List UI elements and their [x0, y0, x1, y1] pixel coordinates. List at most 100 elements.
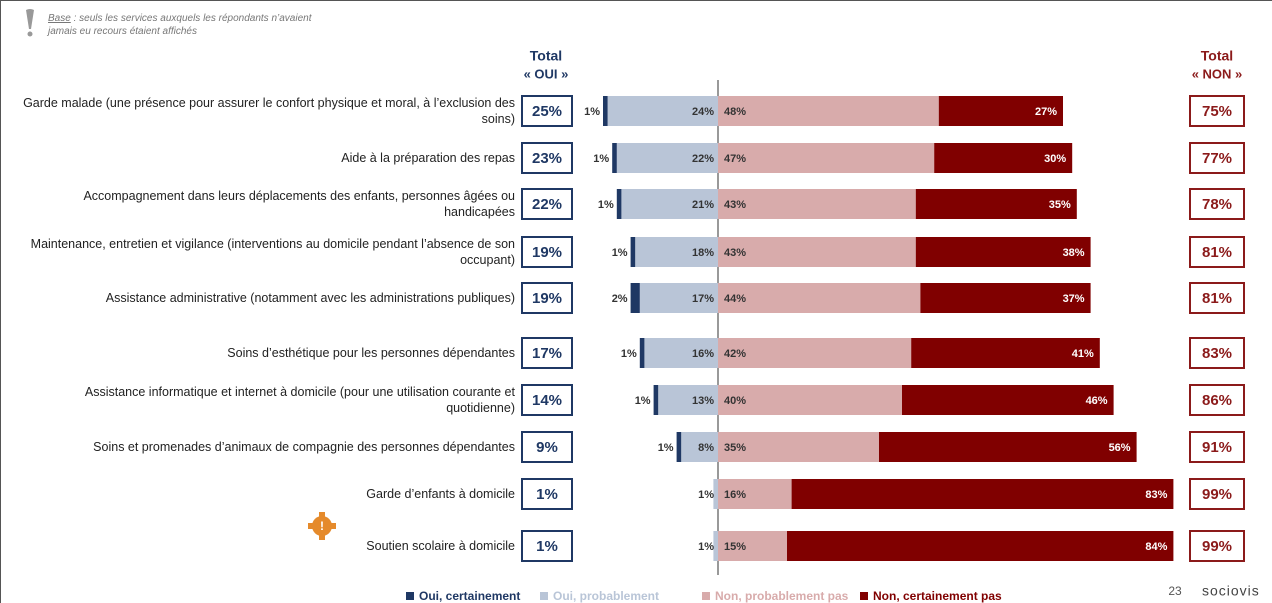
total-yes-header: Total [530, 48, 562, 64]
logo: sociovis [1202, 583, 1260, 599]
total-no-box [1189, 384, 1245, 416]
exclamation-icon [26, 9, 34, 37]
data-label: 83% [1145, 489, 1167, 501]
bar-segment [718, 283, 921, 313]
total-no-header: Total [1201, 48, 1233, 64]
total-yes-header: « OUI » [524, 66, 569, 81]
bar-segment [603, 96, 608, 126]
legend-label: Oui, probablement [553, 589, 659, 603]
total-yes-box [521, 337, 573, 369]
data-label: 1% [612, 247, 628, 259]
total-yes-box [521, 384, 573, 416]
bar-segment [676, 432, 682, 462]
total-yes-box [521, 478, 573, 510]
bar-segment [630, 237, 636, 267]
category-label: Accompagnement dans leurs déplacements d… [83, 189, 515, 219]
total-no-label: 86% [1202, 392, 1232, 409]
bar-segment [879, 432, 1137, 462]
bar-segment [616, 143, 718, 173]
data-label: 43% [724, 199, 746, 211]
total-no-label: 75% [1202, 103, 1232, 120]
bar-segment [718, 96, 939, 126]
data-label: 18% [692, 247, 714, 259]
bar-segment [607, 96, 718, 126]
data-label: 1% [698, 489, 714, 501]
category-label: Soutien scolaire à domicile [366, 539, 515, 553]
data-label: 84% [1145, 541, 1167, 553]
bar-segment [791, 479, 1174, 509]
total-yes-label: 9% [536, 439, 558, 456]
total-yes-box [521, 431, 573, 463]
bar-segment [658, 385, 718, 415]
category-label: Garde malade (une présence pour assurer … [23, 96, 515, 126]
total-yes-label: 1% [536, 538, 558, 555]
bar-segment [718, 531, 787, 561]
data-label: 1% [658, 442, 674, 454]
data-label: 1% [621, 348, 637, 360]
data-label: 22% [692, 153, 714, 165]
total-no-box [1189, 236, 1245, 268]
bar-segment [653, 385, 659, 415]
total-no-box [1189, 337, 1245, 369]
total-no-label: 77% [1202, 150, 1232, 167]
data-label: 8% [698, 442, 714, 454]
data-label: 37% [1063, 293, 1085, 305]
data-label: 1% [598, 199, 614, 211]
total-no-box [1189, 431, 1245, 463]
data-label: 56% [1109, 442, 1131, 454]
data-label: 40% [724, 395, 746, 407]
note-text: : seuls les services auxquels les répond… [48, 13, 312, 37]
svg-text:!: ! [320, 519, 324, 533]
total-yes-label: 22% [532, 196, 562, 213]
bar-segment [718, 189, 916, 219]
data-label: 24% [692, 106, 714, 118]
bar-segment [713, 479, 718, 509]
total-no-box [1189, 478, 1245, 510]
bar-segment [902, 385, 1114, 415]
total-yes-label: 1% [536, 486, 558, 503]
total-no-label: 83% [1202, 345, 1232, 362]
data-label: 16% [724, 489, 746, 501]
category-label: Soins et promenades d’animaux de compagn… [93, 440, 515, 454]
data-label: 1% [698, 541, 714, 553]
legend-swatch [406, 592, 414, 600]
category-label: Maintenance, entretien et vigilance (int… [30, 237, 515, 267]
data-label: 38% [1063, 247, 1085, 259]
total-no-label: 99% [1202, 538, 1232, 555]
note: Base : seuls les services auxquels les r… [48, 12, 318, 38]
total-yes-label: 17% [532, 345, 562, 362]
data-label: 44% [724, 293, 746, 305]
category-label: Garde d’enfants à domicile [366, 487, 515, 501]
bar-segment [787, 531, 1174, 561]
bar-segment [938, 96, 1063, 126]
total-no-box [1189, 142, 1245, 174]
total-no-label: 78% [1202, 196, 1232, 213]
data-label: 30% [1044, 153, 1066, 165]
bar-segment [911, 338, 1100, 368]
legend-swatch [702, 592, 710, 600]
category-label: Assistance administrative (notamment ave… [105, 291, 515, 305]
note-label: Base [48, 13, 71, 24]
gear-icon: ! [308, 512, 336, 540]
data-label: 1% [593, 153, 609, 165]
total-yes-label: 14% [532, 392, 562, 409]
total-no-header: « NON » [1192, 66, 1243, 81]
bar-segment [621, 189, 718, 219]
bar-segment [635, 237, 718, 267]
legend-swatch [540, 592, 548, 600]
total-no-label: 81% [1202, 244, 1232, 261]
bar-segment [915, 237, 1091, 267]
bar-segment [920, 283, 1091, 313]
legend-label: Non, probablement pas [715, 589, 849, 603]
data-label: 27% [1035, 106, 1057, 118]
data-label: 35% [724, 442, 746, 454]
category-label: Aide à la préparation des repas [341, 151, 515, 165]
total-yes-box [521, 236, 573, 268]
total-no-box [1189, 95, 1245, 127]
data-label: 47% [724, 153, 746, 165]
data-label: 43% [724, 247, 746, 259]
bar-segment [915, 189, 1077, 219]
data-label: 17% [692, 293, 714, 305]
